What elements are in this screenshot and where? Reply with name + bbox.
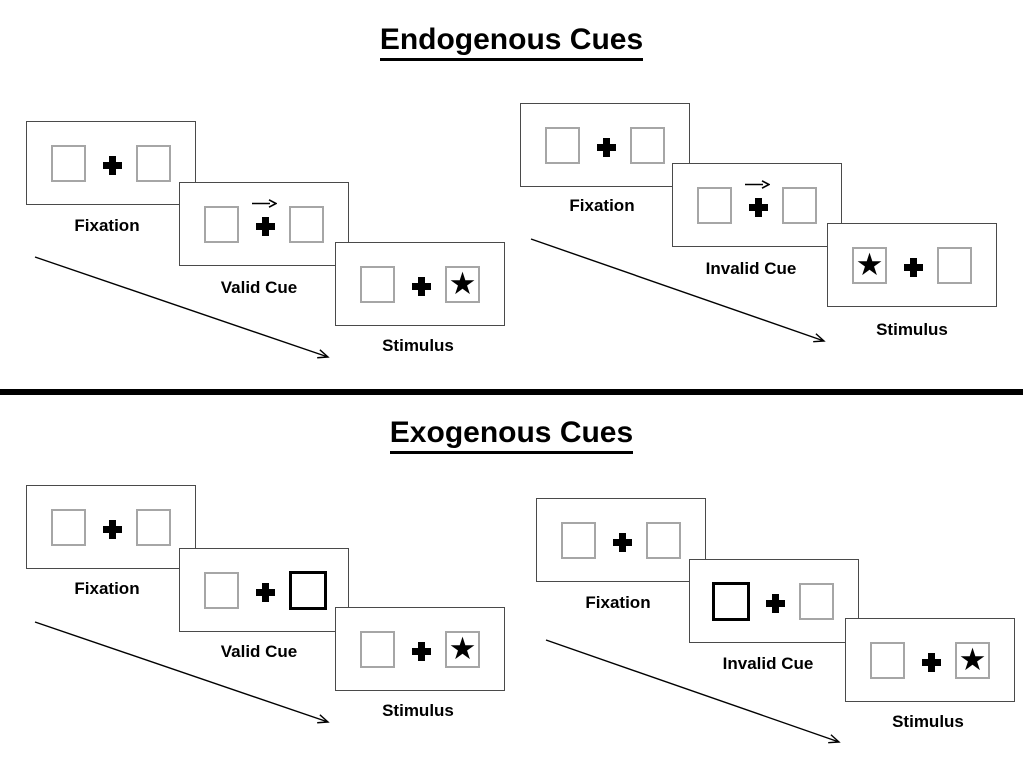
- fixation-cross-icon: [597, 138, 616, 157]
- fixation-cross-icon: [256, 217, 275, 236]
- section-divider-line: [0, 389, 1023, 395]
- card-label-stimulus: Stimulus: [876, 320, 948, 339]
- card-label-stimulus: Stimulus: [892, 712, 964, 731]
- right-placeholder-box: [782, 187, 817, 224]
- cue-direction-arrow: [252, 199, 277, 208]
- fixation-cross-icon: [749, 198, 768, 217]
- left-placeholder-box: ★: [852, 247, 887, 284]
- section-header-exogenous: Exogenous Cues: [0, 417, 1023, 454]
- card-label-invalid-cue: Invalid Cue: [722, 654, 814, 673]
- left-placeholder-box: [51, 145, 86, 182]
- exo-invalid-stimulus-card: ★: [845, 618, 1015, 702]
- endo-valid-cue-card: [179, 182, 349, 266]
- section-title-exogenous: Exogenous Cues: [389, 417, 634, 454]
- star-stimulus: ★: [958, 642, 987, 677]
- timeline-arrow-endogenous-valid: [34, 256, 330, 359]
- right-placeholder-box: [289, 206, 324, 243]
- right-placeholder-box: [136, 509, 171, 546]
- right-placeholder-box: [630, 127, 665, 164]
- star-stimulus: ★: [855, 247, 884, 282]
- right-placeholder-box: ★: [445, 266, 480, 303]
- exo-valid-fixation-card: [26, 485, 196, 569]
- left-placeholder-box-cue-highlight: [712, 582, 750, 621]
- card-label-stimulus: Stimulus: [382, 701, 454, 720]
- section-header-endogenous: Endogenous Cues: [0, 24, 1023, 61]
- fixation-cross-icon: [103, 156, 122, 175]
- left-placeholder-box: [561, 522, 596, 559]
- card-label-fixation: Fixation: [569, 196, 635, 215]
- right-placeholder-box: [646, 522, 681, 559]
- right-placeholder-box: [799, 583, 834, 620]
- fixation-cross-icon: [412, 642, 431, 661]
- star-stimulus: ★: [448, 631, 477, 666]
- timeline-arrow-endogenous-invalid: [530, 238, 826, 343]
- left-placeholder-box: [360, 266, 395, 303]
- cue-direction-arrow: [745, 180, 770, 189]
- fixation-cross-icon: [922, 653, 941, 672]
- right-placeholder-box: ★: [445, 631, 480, 668]
- card-label-invalid-cue: Invalid Cue: [705, 259, 797, 278]
- exo-valid-stimulus-card: ★: [335, 607, 505, 691]
- fixation-cross-icon: [904, 258, 923, 277]
- right-placeholder-box: [937, 247, 972, 284]
- card-label-fixation: Fixation: [74, 216, 140, 235]
- timeline-arrow-exogenous-valid: [34, 621, 330, 724]
- endo-valid-fixation-card: [26, 121, 196, 205]
- right-placeholder-box: [136, 145, 171, 182]
- card-label-stimulus: Stimulus: [382, 336, 454, 355]
- exo-invalid-fixation-card: [536, 498, 706, 582]
- exo-invalid-cue-card: [689, 559, 859, 643]
- endo-invalid-cue-card: [672, 163, 842, 247]
- left-placeholder-box: [51, 509, 86, 546]
- card-label-valid-cue: Valid Cue: [220, 278, 298, 297]
- left-placeholder-box: [204, 206, 239, 243]
- endo-invalid-fixation-card: [520, 103, 690, 187]
- fixation-cross-icon: [766, 594, 785, 613]
- card-label-fixation: Fixation: [585, 593, 651, 612]
- endo-invalid-stimulus-card: ★: [827, 223, 997, 307]
- left-placeholder-box: [697, 187, 732, 224]
- fixation-cross-icon: [256, 583, 275, 602]
- fixation-cross-icon: [613, 533, 632, 552]
- left-placeholder-box: [360, 631, 395, 668]
- fixation-cross-icon: [103, 520, 122, 539]
- right-placeholder-box-cue-highlight: [289, 571, 327, 610]
- left-placeholder-box: [204, 572, 239, 609]
- exo-valid-cue-card: [179, 548, 349, 632]
- card-label-fixation: Fixation: [74, 579, 140, 598]
- left-placeholder-box: [545, 127, 580, 164]
- left-placeholder-box: [870, 642, 905, 679]
- section-title-endogenous: Endogenous Cues: [379, 24, 644, 61]
- endo-valid-stimulus-card: ★: [335, 242, 505, 326]
- card-label-valid-cue: Valid Cue: [220, 642, 298, 661]
- fixation-cross-icon: [412, 277, 431, 296]
- right-placeholder-box: ★: [955, 642, 990, 679]
- star-stimulus: ★: [448, 266, 477, 301]
